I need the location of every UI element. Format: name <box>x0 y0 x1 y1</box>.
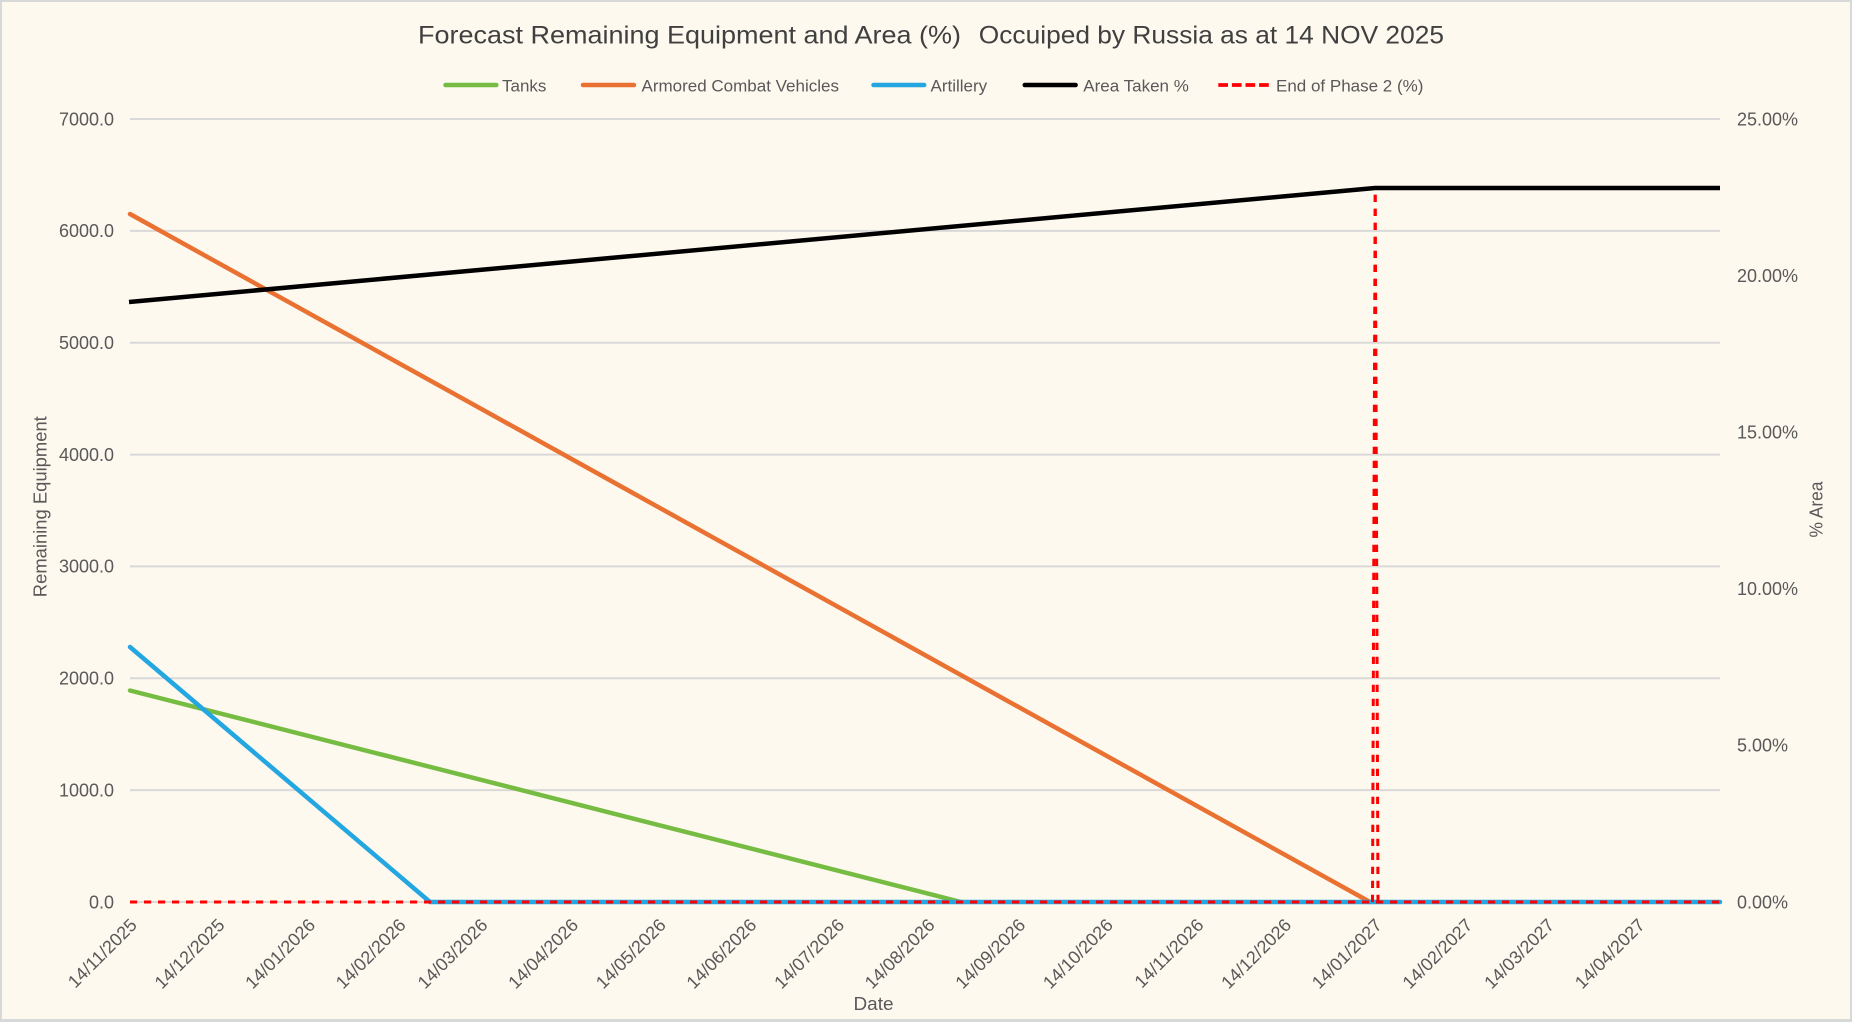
svg-text:Occuiped by Russia as at 14 NO: Occuiped by Russia as at 14 NOV 2025 <box>979 21 1444 49</box>
svg-text:25.00%: 25.00% <box>1737 109 1798 129</box>
svg-text:Area Taken %: Area Taken % <box>1083 76 1189 95</box>
svg-text:1000.0: 1000.0 <box>59 780 114 800</box>
svg-text:0.0: 0.0 <box>89 892 114 912</box>
svg-text:6000.0: 6000.0 <box>59 221 114 241</box>
svg-text:15.00%: 15.00% <box>1737 423 1798 443</box>
svg-text:Artillery: Artillery <box>931 76 988 95</box>
svg-text:7000.0: 7000.0 <box>59 109 114 129</box>
svg-text:% Area: % Area <box>1807 481 1827 538</box>
svg-text:Forecast Remaining Equipment a: Forecast Remaining Equipment and Area (%… <box>418 21 961 49</box>
svg-text:20.00%: 20.00% <box>1737 266 1798 286</box>
svg-text:Remaining Equipment: Remaining Equipment <box>31 416 51 597</box>
svg-text:Tanks: Tanks <box>502 76 546 95</box>
svg-text:10.00%: 10.00% <box>1737 579 1798 599</box>
svg-text:Date: Date <box>854 994 894 1014</box>
svg-text:5.00%: 5.00% <box>1737 736 1788 756</box>
svg-text:4000.0: 4000.0 <box>59 445 114 465</box>
svg-text:Armored Combat Vehicles: Armored Combat Vehicles <box>642 76 839 95</box>
svg-text:End of Phase 2 (%): End of Phase 2 (%) <box>1276 76 1423 95</box>
svg-text:3000.0: 3000.0 <box>59 557 114 577</box>
svg-text:0.00%: 0.00% <box>1737 892 1788 912</box>
svg-text:2000.0: 2000.0 <box>59 669 114 689</box>
svg-text:5000.0: 5000.0 <box>59 333 114 353</box>
